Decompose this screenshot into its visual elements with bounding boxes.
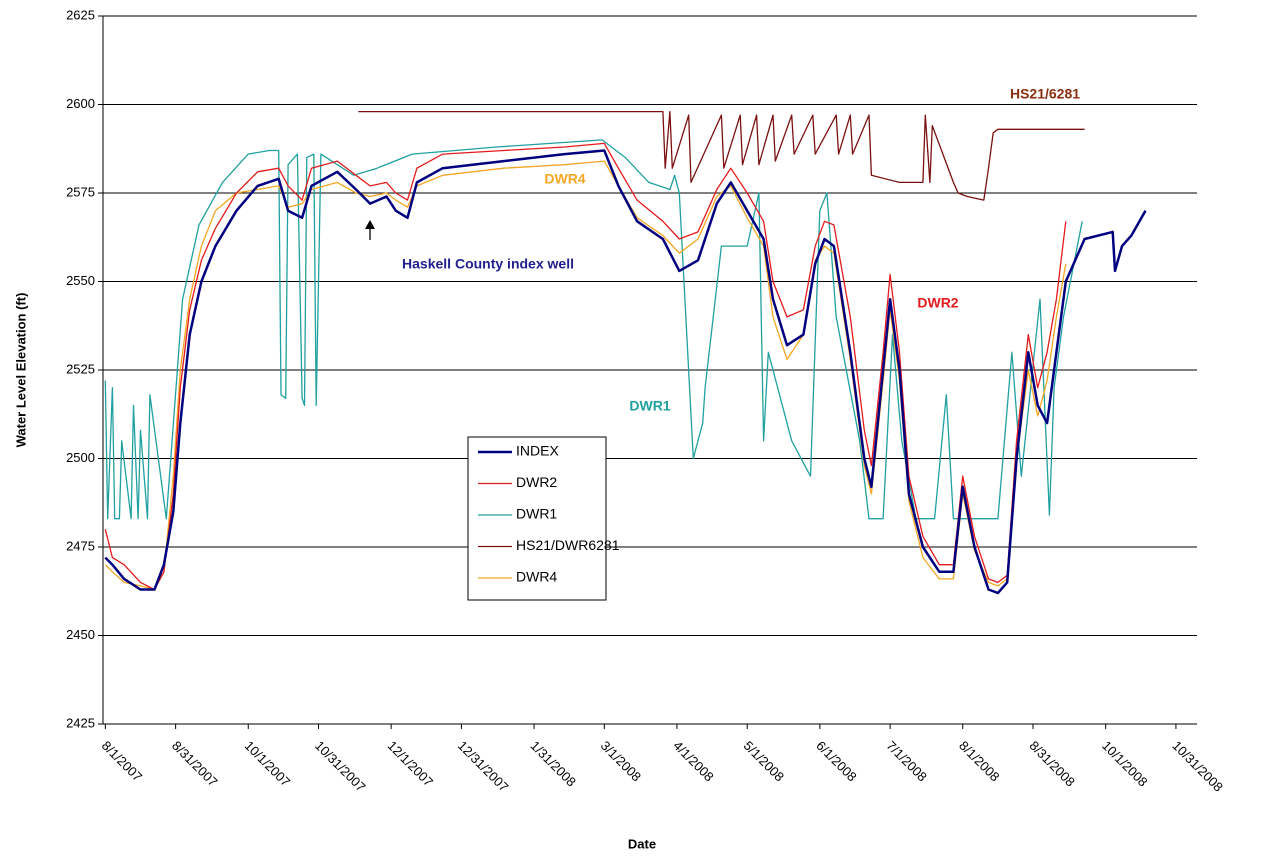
x-tick-label: 10/31/2008	[1169, 738, 1226, 795]
annotation: DWR1	[629, 398, 670, 414]
y-tick-label: 2475	[66, 538, 95, 553]
series-line	[104, 139, 1083, 520]
series-line	[104, 149, 1147, 595]
annotation: DWR4	[544, 171, 585, 187]
y-tick-label: 2625	[66, 7, 95, 22]
x-tick-label: 12/1/2007	[385, 738, 437, 790]
x-tick-label: 10/31/2007	[312, 738, 369, 795]
y-axis-label: Water Level Elevation (ft)	[13, 293, 28, 448]
x-tick-label: 8/1/2008	[956, 738, 1002, 784]
x-tick-label: 8/31/2007	[169, 738, 221, 790]
legend: INDEX DWR2 DWR1 HS21/DWR6281 DWR4	[467, 436, 620, 601]
x-tick-label: 3/1/2008	[598, 738, 644, 784]
series-line	[358, 110, 1085, 201]
y-tick-label: 2550	[66, 273, 95, 288]
annotation: DWR2	[917, 295, 958, 311]
x-tick-label: 6/1/2008	[813, 738, 859, 784]
x-tick-label: 5/1/2008	[741, 738, 787, 784]
y-tick-label: 2425	[66, 715, 95, 730]
x-tick-label: 8/1/2007	[99, 738, 145, 784]
y-tick-label: 2500	[66, 450, 95, 465]
x-tick-label: 7/1/2008	[884, 738, 930, 784]
x-tick-label: 12/31/2007	[455, 738, 512, 795]
x-tick-label: 8/31/2008	[1026, 738, 1078, 790]
y-tick-label: 2600	[66, 96, 95, 111]
x-tick-label: 4/1/2008	[670, 738, 716, 784]
legend-label: DWR4	[516, 569, 557, 585]
x-axis-label: Date	[628, 836, 656, 851]
legend-label: DWR2	[516, 474, 557, 490]
legend-label: DWR1	[516, 506, 557, 522]
y-tick-label: 2450	[66, 627, 95, 642]
annotation-arrowhead	[365, 220, 375, 229]
x-tick-label: 10/1/2007	[242, 738, 294, 790]
legend-box	[467, 436, 607, 601]
annotation: Haskell County index well	[402, 256, 574, 272]
legend-label: INDEX	[516, 443, 559, 459]
y-tick-label: 2575	[66, 184, 95, 199]
x-tick-label: 10/1/2008	[1099, 738, 1151, 790]
y-tick-label: 2525	[66, 361, 95, 376]
legend-label: HS21/DWR6281	[516, 537, 620, 553]
annotation: HS21/6281	[1010, 86, 1080, 102]
x-tick-label: 1/31/2008	[527, 738, 579, 790]
